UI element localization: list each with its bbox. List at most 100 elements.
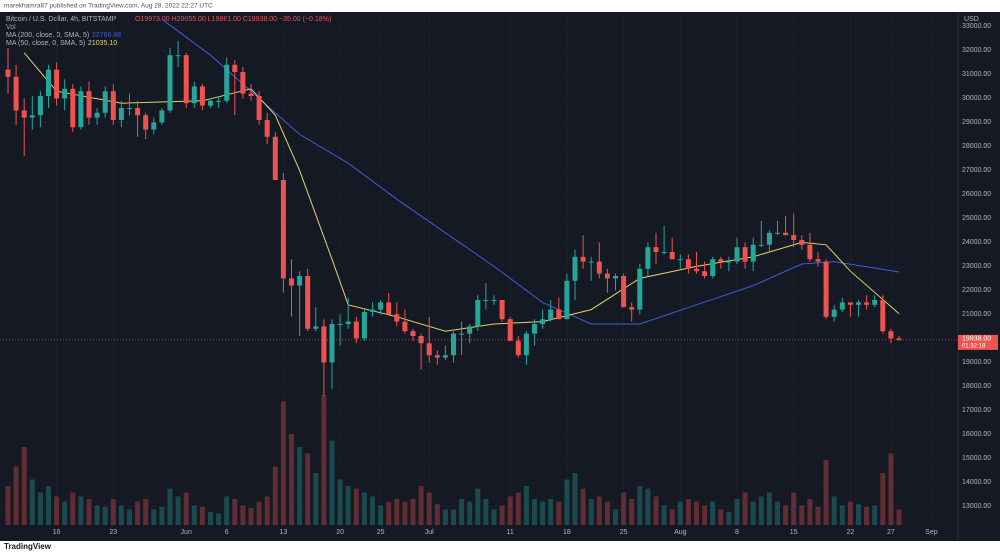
x-tick-label: 6 [225, 529, 229, 536]
volume-bar [710, 501, 716, 525]
volume-bar [127, 509, 132, 525]
volume-bar [750, 501, 756, 525]
candle-body [791, 235, 797, 240]
volume-bar [637, 486, 643, 525]
candle-body [70, 88, 76, 128]
y-tick-label: 28000.00 [962, 143, 991, 150]
candle-body [434, 355, 440, 358]
volume-bar [823, 460, 829, 525]
volume-bar [151, 509, 157, 525]
volume-bar [110, 499, 116, 525]
y-tick-label: 29000.00 [962, 119, 991, 126]
candle-body [321, 326, 327, 363]
candle-body [734, 247, 740, 262]
volume-bar [232, 499, 238, 525]
volume-bar [378, 505, 384, 525]
volume-bar [451, 509, 456, 525]
volume-bar [191, 505, 197, 525]
volume-bar [515, 492, 521, 525]
candle-body [613, 276, 618, 279]
volume-bar [410, 499, 416, 525]
x-tick-label: 15 [790, 529, 798, 536]
y-tick-label: 22000.00 [962, 287, 991, 294]
volume-bar [353, 488, 359, 525]
x-tick-label: Aug [674, 529, 687, 536]
x-tick-label: 25 [377, 529, 385, 536]
volume-bar [272, 466, 278, 525]
volume-bar [167, 488, 173, 525]
legend-value: 22766.48 [92, 32, 121, 39]
x-tick-label: 13 [280, 529, 288, 536]
candle-body [151, 122, 157, 130]
candle-body [118, 108, 124, 120]
volume-bar [386, 501, 392, 525]
candle-body [588, 261, 594, 263]
y-tick-label: 23000.00 [962, 263, 991, 270]
legend-entry: MA (200, close, 0, SMA, 5) [6, 32, 89, 39]
candle-body [621, 276, 627, 308]
y-tick-label: 18000.00 [962, 383, 991, 390]
candle-body [726, 261, 732, 263]
volume-bar [669, 509, 675, 525]
candle-body [256, 96, 262, 120]
candle-body [353, 321, 359, 339]
x-tick-label: 11 [507, 529, 514, 536]
volume-bar [758, 496, 764, 525]
chart-background [0, 12, 1000, 541]
volume-bar [864, 506, 870, 525]
candle-body [856, 302, 861, 305]
volume-bar [240, 505, 246, 525]
candle-body [685, 259, 691, 269]
candle-body [645, 247, 651, 269]
candle-body [183, 55, 189, 104]
volume-bar [305, 453, 311, 525]
candle-body [191, 86, 197, 104]
volume-bar [888, 453, 894, 525]
candle-body [572, 256, 578, 281]
volume-bar [370, 496, 375, 525]
volume-bar [70, 492, 76, 525]
x-tick-label: 22 [847, 529, 855, 536]
publish-header: marekhamra87 published on TradingView.co… [4, 3, 213, 10]
volume-bar [596, 496, 602, 525]
candle-body [5, 69, 11, 77]
volume-bar [224, 496, 230, 525]
candle-body [532, 324, 537, 334]
volume-bar [588, 499, 594, 525]
volume-bar [540, 501, 546, 525]
y-tick-label: 33000.00 [962, 23, 991, 30]
volume-bar [86, 499, 92, 525]
candle-body [62, 88, 68, 99]
y-tick-label: 16000.00 [962, 431, 991, 438]
candle-body [596, 261, 602, 274]
candle-body [637, 268, 643, 310]
volume-bar [523, 486, 529, 525]
volume-bar [872, 505, 878, 525]
y-tick-label: 24000.00 [962, 239, 991, 246]
candle-body [21, 110, 27, 118]
y-tick-label: 25000.00 [962, 215, 991, 222]
volume-bar [791, 492, 797, 525]
volume-bar [264, 496, 270, 525]
candle-body [248, 93, 254, 96]
volume-bar [621, 492, 627, 525]
candle-body [102, 91, 108, 113]
candle-body [135, 108, 141, 116]
candle-body [175, 55, 181, 57]
logo: TradingView [4, 542, 52, 551]
volume-bar [645, 488, 651, 525]
axis-unit: USD [964, 16, 979, 23]
candle-body [483, 300, 489, 301]
candle-body [775, 232, 780, 234]
candle-body [337, 324, 343, 325]
candle-body [564, 280, 570, 320]
volume-bar [13, 466, 19, 525]
candle-body [297, 276, 303, 286]
volume-bar [37, 492, 43, 525]
y-tick-label: 13000.00 [962, 503, 991, 510]
y-tick-label: 32000.00 [962, 47, 991, 54]
volume-bar [118, 505, 124, 525]
candle-body [280, 180, 286, 279]
candle-body [143, 115, 149, 130]
